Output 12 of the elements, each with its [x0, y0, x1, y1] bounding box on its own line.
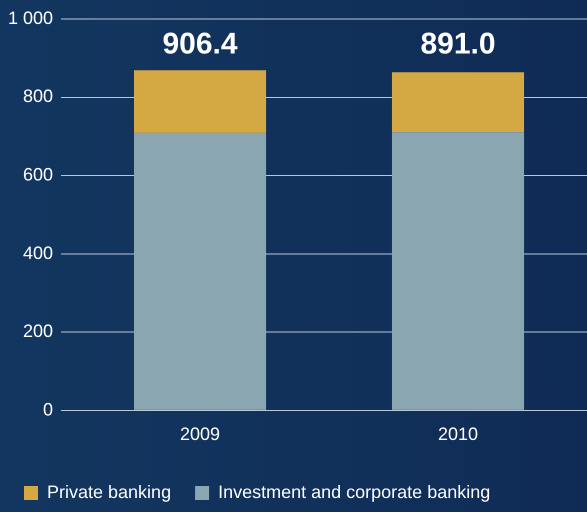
y-tick-label: 1 000	[8, 8, 54, 28]
y-tick-label: 600	[22, 164, 54, 185]
y-tick-label: 200	[22, 321, 54, 342]
y-tick-label: 400	[22, 242, 54, 263]
legend-label: Private banking	[47, 482, 172, 502]
annotation: 906.4	[162, 27, 238, 60]
legend-label: Investment and corporate banking	[218, 482, 490, 502]
y-tick-label: 800	[22, 86, 54, 106]
x-tick-label: 2009	[180, 424, 220, 444]
annotation: 891.0	[420, 27, 496, 60]
x-tick-label: 2010	[438, 424, 478, 444]
y-tick-label: 0	[43, 399, 54, 420]
